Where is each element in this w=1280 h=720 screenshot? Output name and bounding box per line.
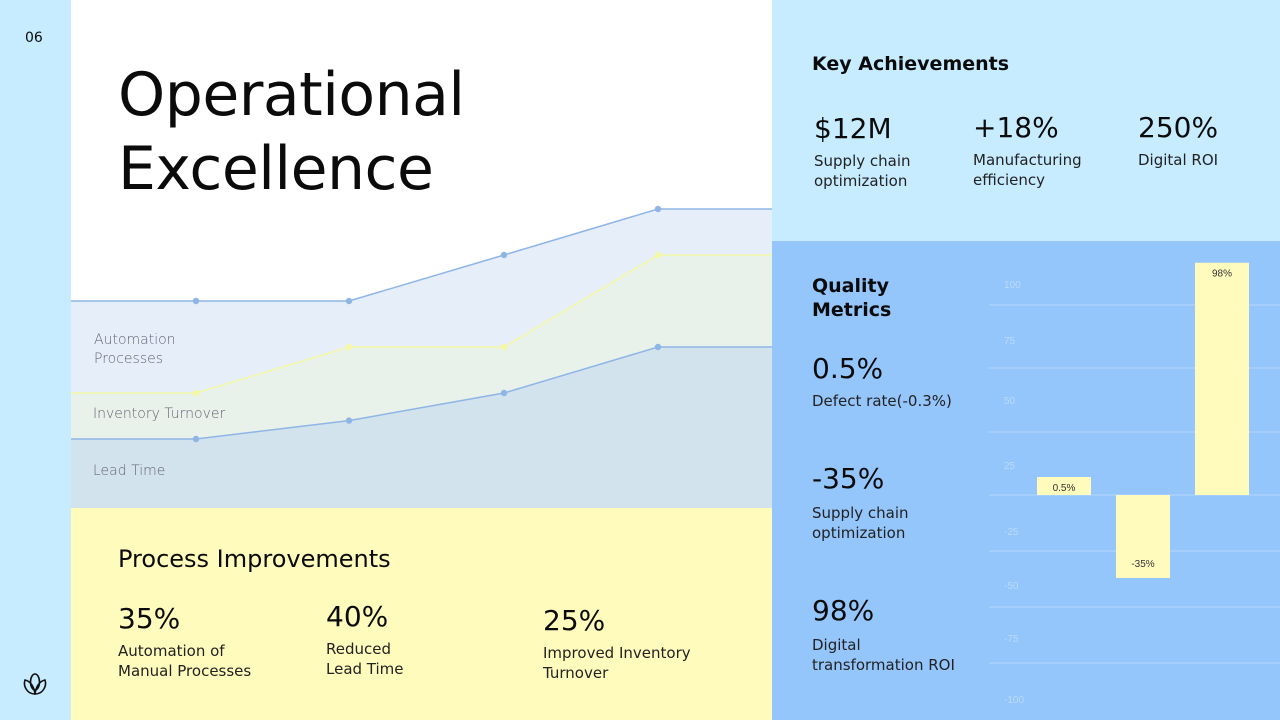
stat-label: Supply chain optimization [812,503,909,543]
area-label-automation-2: Processes [94,351,164,367]
stat-label: Supply chain optimization [814,151,911,191]
y-tick-label: -50 [1004,581,1019,592]
area-point [192,297,200,305]
stat-label: Improved Inventory Turnover [543,643,691,683]
stat-value: 0.5% [812,352,884,385]
stat-label-line-1: Digital ROI [1138,151,1219,169]
stat-label: Defect rate(-0.3%) [812,391,952,411]
stat-label: Digital transformation ROI [812,635,955,675]
area-point [654,343,662,351]
stat-label-line-1: Supply chain [812,504,909,522]
area-point [345,343,353,351]
stat-label-line-1: Digital [812,636,861,654]
stat-label: Reduced Lead Time [326,639,404,679]
area-fill-0 [71,347,772,508]
area-label-inventory: Inventory Turnover [93,406,226,422]
stat-label-line-1: Supply chain [814,152,911,170]
page-title: Operational Excellence [118,58,465,206]
quality-heading-2: Metrics [812,299,892,321]
area-point [500,343,508,351]
y-tick-label: -75 [1004,634,1019,645]
area-point [345,417,353,424]
stat-label-line-2: efficiency [973,171,1046,189]
stat-label: Digital ROI [1138,150,1218,170]
area-point [192,435,200,443]
title-line-2: Excellence [118,134,434,204]
stat-value: 250% [1138,111,1219,144]
quality-heading: Quality Metrics [812,274,891,322]
area-point [654,251,662,259]
key-achievements-panel [772,0,1280,241]
stat-item: 25% Improved Inventory Turnover [543,604,691,683]
area-point [500,251,508,259]
stat-label-line-1: Automation of [118,642,225,660]
stat-label-line-2: transformation ROI [812,656,955,674]
y-tick-label: -25 [1004,527,1019,538]
stat-item: 40% Reduced Lead Time [326,600,404,679]
stat-value: 25% [543,604,606,637]
left-sidebar [0,0,71,720]
process-improvements-panel [71,508,772,720]
bar-data-label: -35% [1131,559,1154,570]
stat-label-line-1: Manufacturing [973,151,1082,169]
stat-value: $12M [814,112,892,145]
stat-value: 35% [118,602,181,635]
stat-label-line-1: Defect rate(-0.3%) [812,392,952,410]
stat-item: -35% Supply chain optimization [812,462,909,543]
key-heading: Key Achievements [812,53,1010,75]
process-heading: Process Improvements [118,545,391,573]
y-tick-label: 25 [1004,461,1016,472]
bar-data-label: 98% [1212,269,1232,280]
area-point [654,205,662,213]
area-label-automation: Automation Processes [94,331,176,369]
area-line-inventory-turnover [71,254,772,394]
stat-item: 0.5% Defect rate(-0.3%) [812,352,952,411]
bar [1116,495,1170,578]
stat-label-line-2: Manual Processes [118,662,252,680]
bar-data-label: 0.5% [1053,483,1076,494]
area-line-automation-processes [71,208,772,302]
stat-item: 35% Automation of Manual Processes [118,602,251,681]
y-tick-label: 50 [1004,396,1016,407]
area-label-automation-1: Automation [94,332,176,348]
stat-label-line-2: Lead Time [326,660,404,678]
area-label-lead-time: Lead Time [93,463,166,479]
quality-bar-chart: 100 75 50 25 -25 -50 -75 -100 0.5% -35% 98% [989,262,1280,706]
bar [1037,477,1091,495]
stat-label-line-2: optimization [814,172,908,190]
bar [1195,262,1249,495]
title-line-1: Operational [118,60,465,130]
quality-heading-1: Quality [812,275,889,297]
stat-item: 98% Digital transformation ROI [812,594,955,675]
stat-item: $12M Supply chain optimization [814,112,911,191]
area-point [500,389,508,397]
stat-item: +18% Manufacturing efficiency [973,111,1082,190]
y-tick-label: -100 [1004,695,1024,706]
lotus-logo-icon [23,673,47,695]
stat-item: 250% Digital ROI [1138,111,1218,170]
y-tick-label: 75 [1004,336,1016,347]
page-number: 06 [25,30,43,46]
stat-label-line-1: Improved Inventory [543,644,691,662]
area-point [345,297,353,305]
area-point [192,389,200,397]
stacked-area-chart [71,205,772,508]
stat-label-line-2: Turnover [543,664,609,682]
stat-value: +18% [973,111,1059,144]
stat-label-line-1: Reduced [326,640,392,658]
stat-label: Manufacturing efficiency [973,150,1082,190]
stat-value: 40% [326,600,389,633]
stat-label-line-2: optimization [812,524,906,542]
stat-label: Automation of Manual Processes [118,641,251,681]
stat-value: -35% [812,462,885,495]
y-tick-label: 100 [1004,280,1021,291]
stat-value: 98% [812,594,875,627]
area-line-lead-time [71,346,772,440]
